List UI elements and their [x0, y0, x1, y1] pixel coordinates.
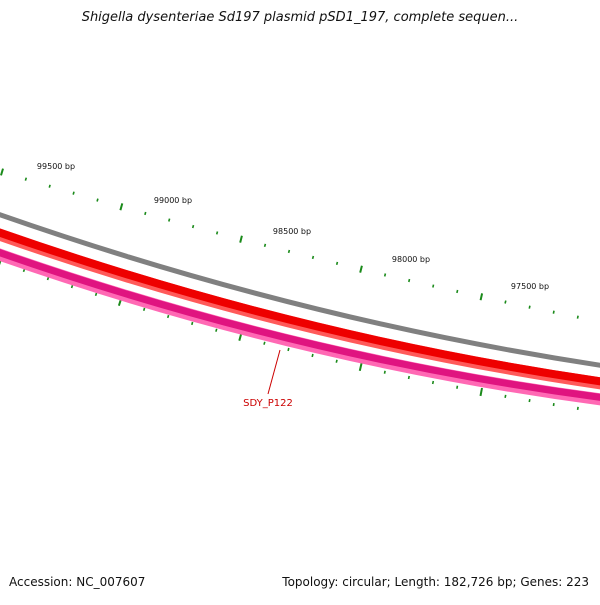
outer-ring-minor-tick	[169, 219, 170, 222]
tick-marks	[0, 169, 600, 416]
outer-ring-major-tick	[360, 266, 362, 273]
inner-ring-minor-tick	[48, 277, 49, 280]
scale-label-98500: 98500 bp	[273, 227, 311, 236]
outer-ring-minor-tick	[313, 256, 314, 259]
feature-label[interactable]: SDY_P122	[243, 398, 293, 409]
inner-ring-minor-tick	[72, 285, 73, 288]
outer-ring-minor-tick	[265, 244, 266, 247]
outer-ring-minor-tick	[433, 285, 434, 288]
inner-ring-major-tick	[481, 388, 483, 396]
inner-ring-minor-tick	[312, 354, 313, 357]
inner-ring-minor-tick	[192, 322, 193, 325]
outer-ring-minor-tick	[73, 192, 74, 195]
outer-ring-minor-tick	[25, 178, 26, 181]
scale-label-97500: 97500 bp	[511, 282, 549, 291]
outer-ring-minor-tick	[553, 311, 554, 314]
inner-ring-minor-tick	[144, 308, 145, 311]
outer-ring-minor-tick	[529, 306, 530, 309]
scale-label-99000: 99000 bp	[154, 196, 192, 205]
inner-ring-minor-tick	[505, 395, 506, 398]
outer-ring-minor-tick	[337, 262, 338, 265]
outer-ring-major-tick	[1, 169, 3, 176]
outer-ring-major-tick	[240, 236, 242, 243]
outer-ring-major-tick	[481, 293, 483, 300]
cds-track-outer	[0, 233, 600, 384]
inner-ring-minor-tick	[409, 376, 410, 379]
outer-ring-minor-tick	[49, 185, 50, 188]
outer-ring-minor-tick	[578, 316, 579, 319]
inner-ring-minor-tick	[216, 329, 217, 332]
scale-label-98000: 98000 bp	[392, 255, 430, 264]
outer-ring-major-tick	[120, 203, 122, 210]
outer-ring-minor-tick	[217, 232, 218, 235]
inner-ring-minor-tick	[288, 348, 289, 351]
accession-text: Accession: NC_007607	[9, 575, 145, 589]
summary-text: Topology: circular; Length: 182,726 bp; …	[282, 575, 589, 589]
scale-label-99500: 99500 bp	[37, 162, 75, 171]
inner-ring-minor-tick	[264, 342, 265, 345]
outer-ring-minor-tick	[409, 279, 410, 282]
outer-ring-minor-tick	[385, 274, 386, 277]
outer-ring-minor-tick	[97, 199, 98, 202]
inner-ring-minor-tick	[578, 407, 579, 410]
inner-ring-minor-tick	[433, 381, 434, 384]
outer-ring-minor-tick	[193, 225, 194, 228]
map-title: Shigella dysenteriae Sd197 plasmid pSD1_…	[0, 10, 600, 25]
inner-ring-minor-tick	[529, 399, 530, 402]
outer-ring-minor-tick	[505, 301, 506, 304]
inner-ring-major-tick	[360, 363, 362, 371]
outer-ring-minor-tick	[289, 250, 290, 253]
outer-ring-minor-tick	[145, 212, 146, 215]
feature-callout-line	[268, 350, 280, 394]
inner-ring-minor-tick	[96, 293, 97, 296]
inner-ring-minor-tick	[336, 360, 337, 363]
inner-ring-minor-tick	[457, 386, 458, 389]
inner-ring-minor-tick	[168, 315, 169, 318]
outer-ring-minor-tick	[457, 290, 458, 293]
inner-ring-minor-tick	[385, 371, 386, 374]
